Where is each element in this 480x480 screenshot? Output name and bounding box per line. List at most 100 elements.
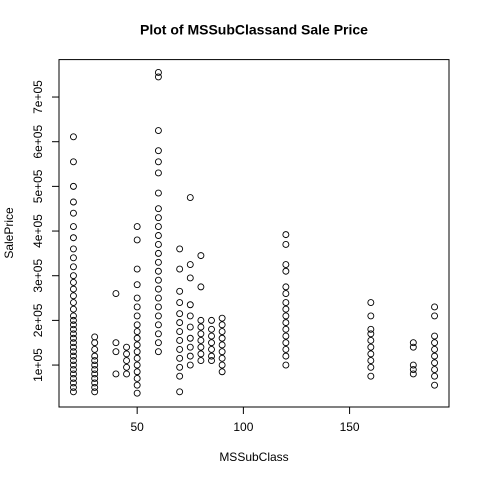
- point: [123, 363, 130, 371]
- point: [431, 345, 439, 353]
- point: [133, 265, 141, 273]
- point: [218, 348, 226, 356]
- point: [133, 328, 141, 336]
- point: [431, 381, 439, 389]
- point: [186, 274, 194, 282]
- point: [154, 214, 162, 222]
- point: [112, 370, 120, 378]
- point: [208, 357, 215, 365]
- point: [133, 361, 141, 369]
- point: [282, 231, 290, 239]
- point: [69, 234, 77, 242]
- point: [282, 339, 290, 347]
- point: [282, 361, 290, 369]
- point: [208, 316, 215, 324]
- point: [133, 303, 141, 311]
- point: [186, 301, 194, 309]
- point: [186, 361, 194, 369]
- point: [133, 348, 141, 356]
- point: [69, 285, 77, 293]
- point: [431, 372, 439, 380]
- point: [154, 303, 162, 311]
- point: [176, 337, 184, 344]
- point: [154, 189, 162, 197]
- point: [176, 265, 184, 273]
- point: [197, 343, 205, 351]
- point: [133, 281, 141, 289]
- point: [91, 375, 99, 382]
- point: [218, 361, 226, 369]
- point: [69, 357, 77, 365]
- y-tick-label: 5e+05: [31, 169, 45, 203]
- point: [176, 328, 184, 336]
- point: [154, 205, 162, 213]
- point: [186, 323, 194, 331]
- point: [367, 299, 375, 306]
- x-tick-label: 150: [340, 420, 360, 434]
- point: [154, 339, 162, 347]
- point: [154, 158, 162, 166]
- point: [112, 348, 120, 356]
- point: [154, 267, 162, 275]
- point: [91, 370, 99, 378]
- chart-title: Plot of MSSubClassand Sale Price: [140, 22, 368, 38]
- point: [431, 339, 439, 347]
- point: [367, 357, 375, 365]
- point: [69, 316, 77, 324]
- point: [208, 339, 215, 347]
- point: [91, 333, 99, 341]
- point: [91, 345, 99, 353]
- point: [133, 334, 141, 342]
- point: [208, 352, 215, 360]
- point: [133, 321, 141, 329]
- point: [69, 198, 77, 206]
- point: [69, 379, 77, 387]
- y-tick-label: 6e+05: [31, 125, 45, 159]
- point: [69, 334, 77, 342]
- point: [69, 343, 77, 351]
- point: [282, 305, 290, 313]
- point: [208, 325, 215, 333]
- point: [69, 305, 77, 313]
- point: [154, 223, 162, 231]
- point: [367, 343, 375, 351]
- point: [69, 278, 77, 286]
- point: [176, 310, 184, 318]
- point: [186, 352, 194, 360]
- point: [282, 345, 290, 353]
- point: [218, 368, 226, 376]
- point: [154, 330, 162, 338]
- y-tick-label: 2e+05: [31, 303, 45, 337]
- point: [197, 337, 205, 344]
- point: [367, 325, 375, 333]
- point: [123, 343, 130, 351]
- point: [154, 285, 162, 293]
- point: [154, 294, 162, 302]
- point: [218, 321, 226, 329]
- point: [431, 352, 439, 360]
- x-axis-label: MSSubClass: [219, 450, 288, 464]
- point: [69, 388, 77, 396]
- point: [282, 319, 290, 327]
- point: [133, 294, 141, 302]
- point: [154, 127, 162, 134]
- point: [69, 182, 77, 190]
- point: [154, 73, 162, 81]
- point: [282, 332, 290, 340]
- y-tick-label: 3e+05: [31, 259, 45, 293]
- point: [431, 312, 439, 320]
- point: [133, 381, 141, 389]
- point: [208, 345, 215, 353]
- point: [176, 345, 184, 353]
- point: [69, 292, 77, 300]
- point: [186, 194, 194, 201]
- point: [197, 350, 205, 358]
- point: [91, 352, 99, 360]
- point: [112, 339, 120, 347]
- point: [367, 363, 375, 371]
- point: [409, 339, 417, 347]
- point: [69, 158, 77, 166]
- point: [133, 312, 141, 320]
- point: [154, 249, 162, 257]
